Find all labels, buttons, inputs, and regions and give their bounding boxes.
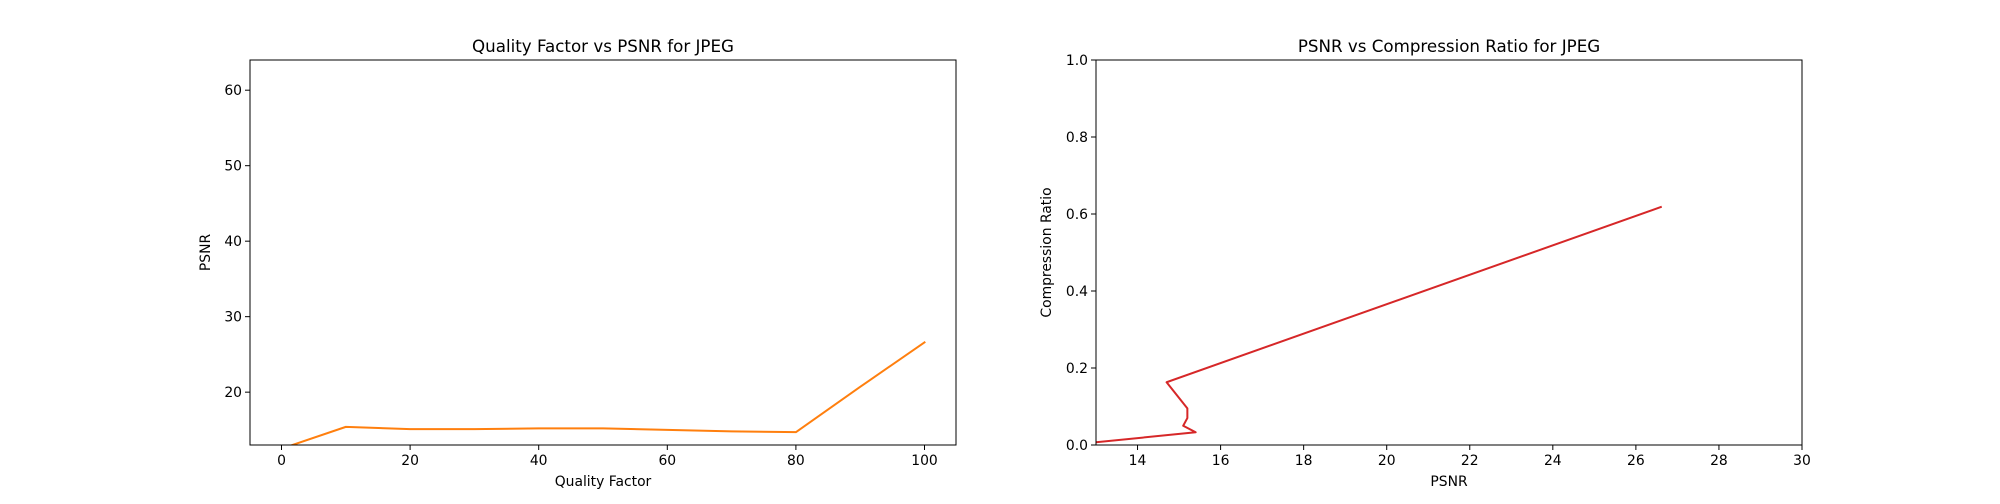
x-axis-label: Quality Factor bbox=[555, 474, 652, 490]
y-tick-label: 0.4 bbox=[1066, 284, 1088, 300]
y-tick-label: 20 bbox=[224, 385, 242, 401]
chart-title: PSNR vs Compression Ratio for JPEG bbox=[1298, 36, 1600, 56]
axes-frame bbox=[249, 59, 957, 446]
y-tick-label: 30 bbox=[224, 310, 242, 326]
y-tick-label: 40 bbox=[224, 234, 242, 250]
x-tick-label: 26 bbox=[1627, 453, 1645, 469]
y-axis-label: PSNR bbox=[198, 234, 214, 272]
x-tick-label: 40 bbox=[530, 453, 548, 469]
x-tick-label: 60 bbox=[658, 453, 676, 469]
x-tick-label: 28 bbox=[1710, 453, 1728, 469]
y-tick-label: 0.0 bbox=[1066, 438, 1088, 454]
x-tick-label: 18 bbox=[1295, 453, 1313, 469]
y-tick-label: 1.0 bbox=[1066, 53, 1088, 69]
x-tick-label: 20 bbox=[1378, 453, 1396, 469]
x-tick-label: 24 bbox=[1544, 453, 1562, 469]
x-axis-label: PSNR bbox=[1430, 474, 1468, 490]
y-tick-label: 60 bbox=[224, 83, 242, 99]
y-axis-label: Compression Ratio bbox=[1039, 187, 1055, 317]
x-tick-label: 30 bbox=[1793, 453, 1811, 469]
y-tick-label: 0.2 bbox=[1066, 361, 1088, 377]
x-tick-label: 14 bbox=[1129, 453, 1147, 469]
x-tick-label: 20 bbox=[401, 453, 419, 469]
chart-title: Quality Factor vs PSNR for JPEG bbox=[472, 36, 734, 56]
x-tick-label: 80 bbox=[787, 453, 805, 469]
x-tick-label: 100 bbox=[911, 453, 938, 469]
y-tick-label: 50 bbox=[224, 159, 242, 175]
x-tick-label: 0 bbox=[277, 453, 286, 469]
chart-2: 14 16 18 20 22 24 26 28 30 0.0 0.2 0.4 0.6 0.8 1.0 PSNR… bbox=[1039, 36, 1811, 490]
x-tick-label: 16 bbox=[1212, 453, 1230, 469]
chart-1: 0 20 40 60 80 100 20 30 40 50 60 Quality Factor vs … bbox=[198, 36, 957, 490]
axes-frame bbox=[1095, 59, 1803, 446]
series-line-1 bbox=[289, 340, 926, 445]
x-tick-label: 22 bbox=[1461, 453, 1479, 469]
series-line-1 bbox=[1096, 205, 1663, 444]
y-tick-label: 0.8 bbox=[1066, 130, 1088, 146]
y-tick-label: 0.6 bbox=[1066, 207, 1088, 223]
